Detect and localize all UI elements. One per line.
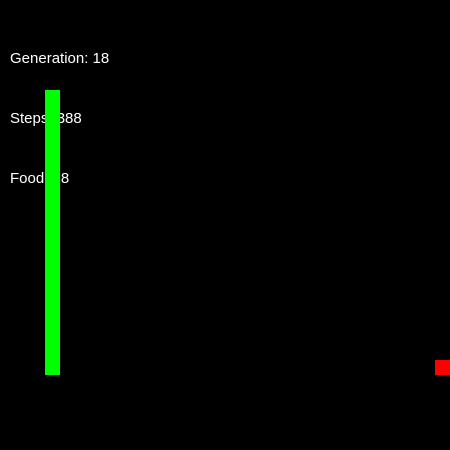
snake-segment xyxy=(45,135,60,150)
snake-segment xyxy=(45,285,60,300)
snake-segment xyxy=(45,165,60,180)
snake-segment xyxy=(45,360,60,375)
snake-segment xyxy=(45,180,60,195)
snake-segment xyxy=(45,315,60,330)
snake-segment xyxy=(45,90,60,105)
snake-segment xyxy=(45,120,60,135)
generation-counter: Generation: 18 xyxy=(10,50,110,67)
snake-segment xyxy=(45,255,60,270)
snake-segment xyxy=(45,330,60,345)
steps-counter: Steps: 388 xyxy=(10,110,82,127)
snake-segment xyxy=(45,240,60,255)
snake-segment xyxy=(45,150,60,165)
snake-segment xyxy=(45,210,60,225)
snake-segment xyxy=(45,105,60,120)
snake-segment xyxy=(45,270,60,285)
snake-segment xyxy=(45,345,60,360)
snake-segment xyxy=(45,225,60,240)
snake-segment xyxy=(45,195,60,210)
food-pellet xyxy=(435,360,450,375)
hud: Generation: 18 Steps: 388 Food: 18 xyxy=(10,9,109,229)
snake-segment xyxy=(45,300,60,315)
